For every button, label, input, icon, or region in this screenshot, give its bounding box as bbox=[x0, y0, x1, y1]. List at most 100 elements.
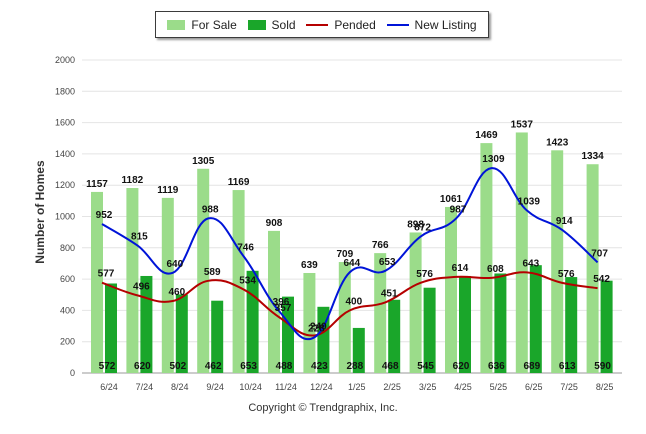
y-tick-label: 1400 bbox=[55, 149, 75, 159]
data-label-new-listing: 952 bbox=[96, 210, 113, 221]
legend-item-pended[interactable]: Pended bbox=[306, 17, 376, 32]
data-label-for-sale: 1119 bbox=[157, 185, 179, 196]
x-tick-label: 4/25 bbox=[454, 382, 472, 392]
data-label-for-sale: 1305 bbox=[192, 156, 215, 167]
x-tick-label: 9/24 bbox=[206, 382, 224, 392]
bar-sold bbox=[317, 306, 330, 373]
data-label-pended: 542 bbox=[593, 274, 610, 285]
data-label-pended: 400 bbox=[345, 296, 362, 307]
data-label-new-listing: 640 bbox=[166, 259, 183, 270]
x-tick-label: 7/24 bbox=[136, 382, 154, 392]
data-label-pended: 608 bbox=[487, 264, 504, 275]
line-pended bbox=[101, 271, 598, 337]
x-tick-label: 5/25 bbox=[490, 382, 508, 392]
y-tick-label: 0 bbox=[70, 368, 75, 378]
data-label-new-listing: 228 bbox=[308, 323, 325, 334]
line-new-listing bbox=[101, 167, 599, 341]
x-tick-label: 8/25 bbox=[596, 382, 614, 392]
chart-legend: For Sale Sold Pended New Listing bbox=[155, 11, 489, 38]
x-tick-label: 10/24 bbox=[239, 382, 262, 392]
bar-for-sale bbox=[445, 206, 457, 373]
bar-for-sale bbox=[91, 191, 103, 373]
data-label-new-listing: 987 bbox=[450, 205, 467, 216]
bar-sold bbox=[459, 275, 471, 373]
data-label-pended: 496 bbox=[133, 281, 150, 292]
data-label-new-listing: 707 bbox=[591, 248, 608, 259]
data-label-sold: 288 bbox=[346, 361, 363, 372]
bar-sold bbox=[423, 287, 436, 373]
bar-for-sale bbox=[515, 132, 528, 373]
data-label-sold: 545 bbox=[417, 361, 434, 372]
data-label-sold: 620 bbox=[453, 361, 470, 372]
data-label-new-listing: 988 bbox=[202, 204, 219, 215]
data-label-sold: 462 bbox=[205, 361, 222, 372]
x-tick-label: 7/25 bbox=[560, 382, 578, 392]
bar-sold bbox=[352, 327, 365, 373]
data-label-pended: 576 bbox=[416, 269, 433, 280]
data-label-sold: 620 bbox=[134, 361, 151, 372]
data-label-for-sale: 766 bbox=[372, 240, 389, 251]
bar-sold bbox=[600, 280, 613, 373]
y-tick-label: 2000 bbox=[55, 55, 75, 65]
data-label-pended: 577 bbox=[98, 269, 115, 280]
data-label-new-listing: 644 bbox=[343, 258, 360, 269]
data-label-for-sale: 898 bbox=[407, 219, 424, 230]
data-label-for-sale: 639 bbox=[301, 260, 318, 271]
legend-item-for-sale[interactable]: For Sale bbox=[167, 18, 237, 32]
bar-sold bbox=[246, 270, 259, 373]
data-label-new-listing: 1039 bbox=[518, 196, 541, 207]
data-label-sold: 488 bbox=[276, 361, 293, 372]
x-tick-label: 11/24 bbox=[275, 382, 297, 392]
x-tick-label: 3/25 bbox=[419, 382, 437, 392]
bar-for-sale bbox=[268, 230, 280, 373]
bar-for-sale bbox=[409, 232, 422, 373]
legend-swatch-pended bbox=[306, 23, 329, 26]
bar-for-sale bbox=[126, 188, 139, 373]
data-label-for-sale: 1423 bbox=[546, 137, 569, 148]
legend-label-pended: Pended bbox=[334, 17, 376, 32]
data-label-for-sale: 1537 bbox=[511, 119, 534, 130]
legend-label-new-listing: New Listing bbox=[414, 17, 477, 32]
x-tick-label: 2/25 bbox=[383, 382, 401, 392]
data-label-new-listing: 914 bbox=[556, 216, 573, 227]
data-label-pended: 643 bbox=[522, 258, 539, 269]
y-tick-label: 1000 bbox=[55, 212, 75, 222]
data-label-for-sale: 1169 bbox=[228, 177, 250, 188]
data-label-pended: 614 bbox=[452, 263, 469, 274]
bar-for-sale bbox=[303, 272, 316, 373]
data-label-for-sale: 1469 bbox=[475, 130, 498, 141]
data-label-for-sale: 709 bbox=[336, 249, 353, 260]
data-label-pended: 460 bbox=[168, 287, 185, 298]
data-label-pended: 240 bbox=[310, 321, 327, 332]
data-label-new-listing: 815 bbox=[131, 231, 148, 242]
y-tick-label: 400 bbox=[60, 305, 75, 315]
y-tick-label: 1800 bbox=[55, 86, 75, 96]
y-tick-label: 1600 bbox=[55, 118, 75, 128]
y-tick-label: 800 bbox=[60, 243, 75, 253]
data-label-for-sale: 1061 bbox=[440, 194, 463, 205]
bar-for-sale bbox=[232, 190, 245, 373]
data-label-sold: 653 bbox=[240, 361, 257, 372]
data-label-sold: 636 bbox=[488, 361, 505, 372]
data-label-sold: 502 bbox=[169, 361, 186, 372]
data-label-sold: 590 bbox=[594, 361, 611, 372]
data-label-pended: 576 bbox=[558, 269, 575, 280]
data-label-for-sale: 908 bbox=[266, 218, 283, 229]
legend-label-sold: Sold bbox=[271, 17, 296, 32]
data-label-sold: 613 bbox=[559, 361, 576, 372]
legend-item-sold[interactable]: Sold bbox=[247, 17, 296, 32]
data-label-for-sale: 1182 bbox=[122, 175, 144, 186]
bar-sold bbox=[211, 300, 224, 373]
bar-for-sale bbox=[161, 197, 174, 373]
data-label-sold: 423 bbox=[311, 361, 328, 372]
data-label-for-sale: 1157 bbox=[86, 179, 108, 190]
data-label-pended: 357 bbox=[275, 303, 292, 314]
data-label-sold: 468 bbox=[382, 361, 399, 372]
data-label-pended: 451 bbox=[381, 288, 398, 299]
data-label-new-listing: 1309 bbox=[482, 154, 505, 165]
data-label-new-listing: 653 bbox=[379, 257, 396, 268]
legend-item-new-listing[interactable]: New Listing bbox=[386, 17, 477, 32]
bar-for-sale bbox=[338, 262, 351, 373]
bar-sold bbox=[529, 265, 542, 373]
